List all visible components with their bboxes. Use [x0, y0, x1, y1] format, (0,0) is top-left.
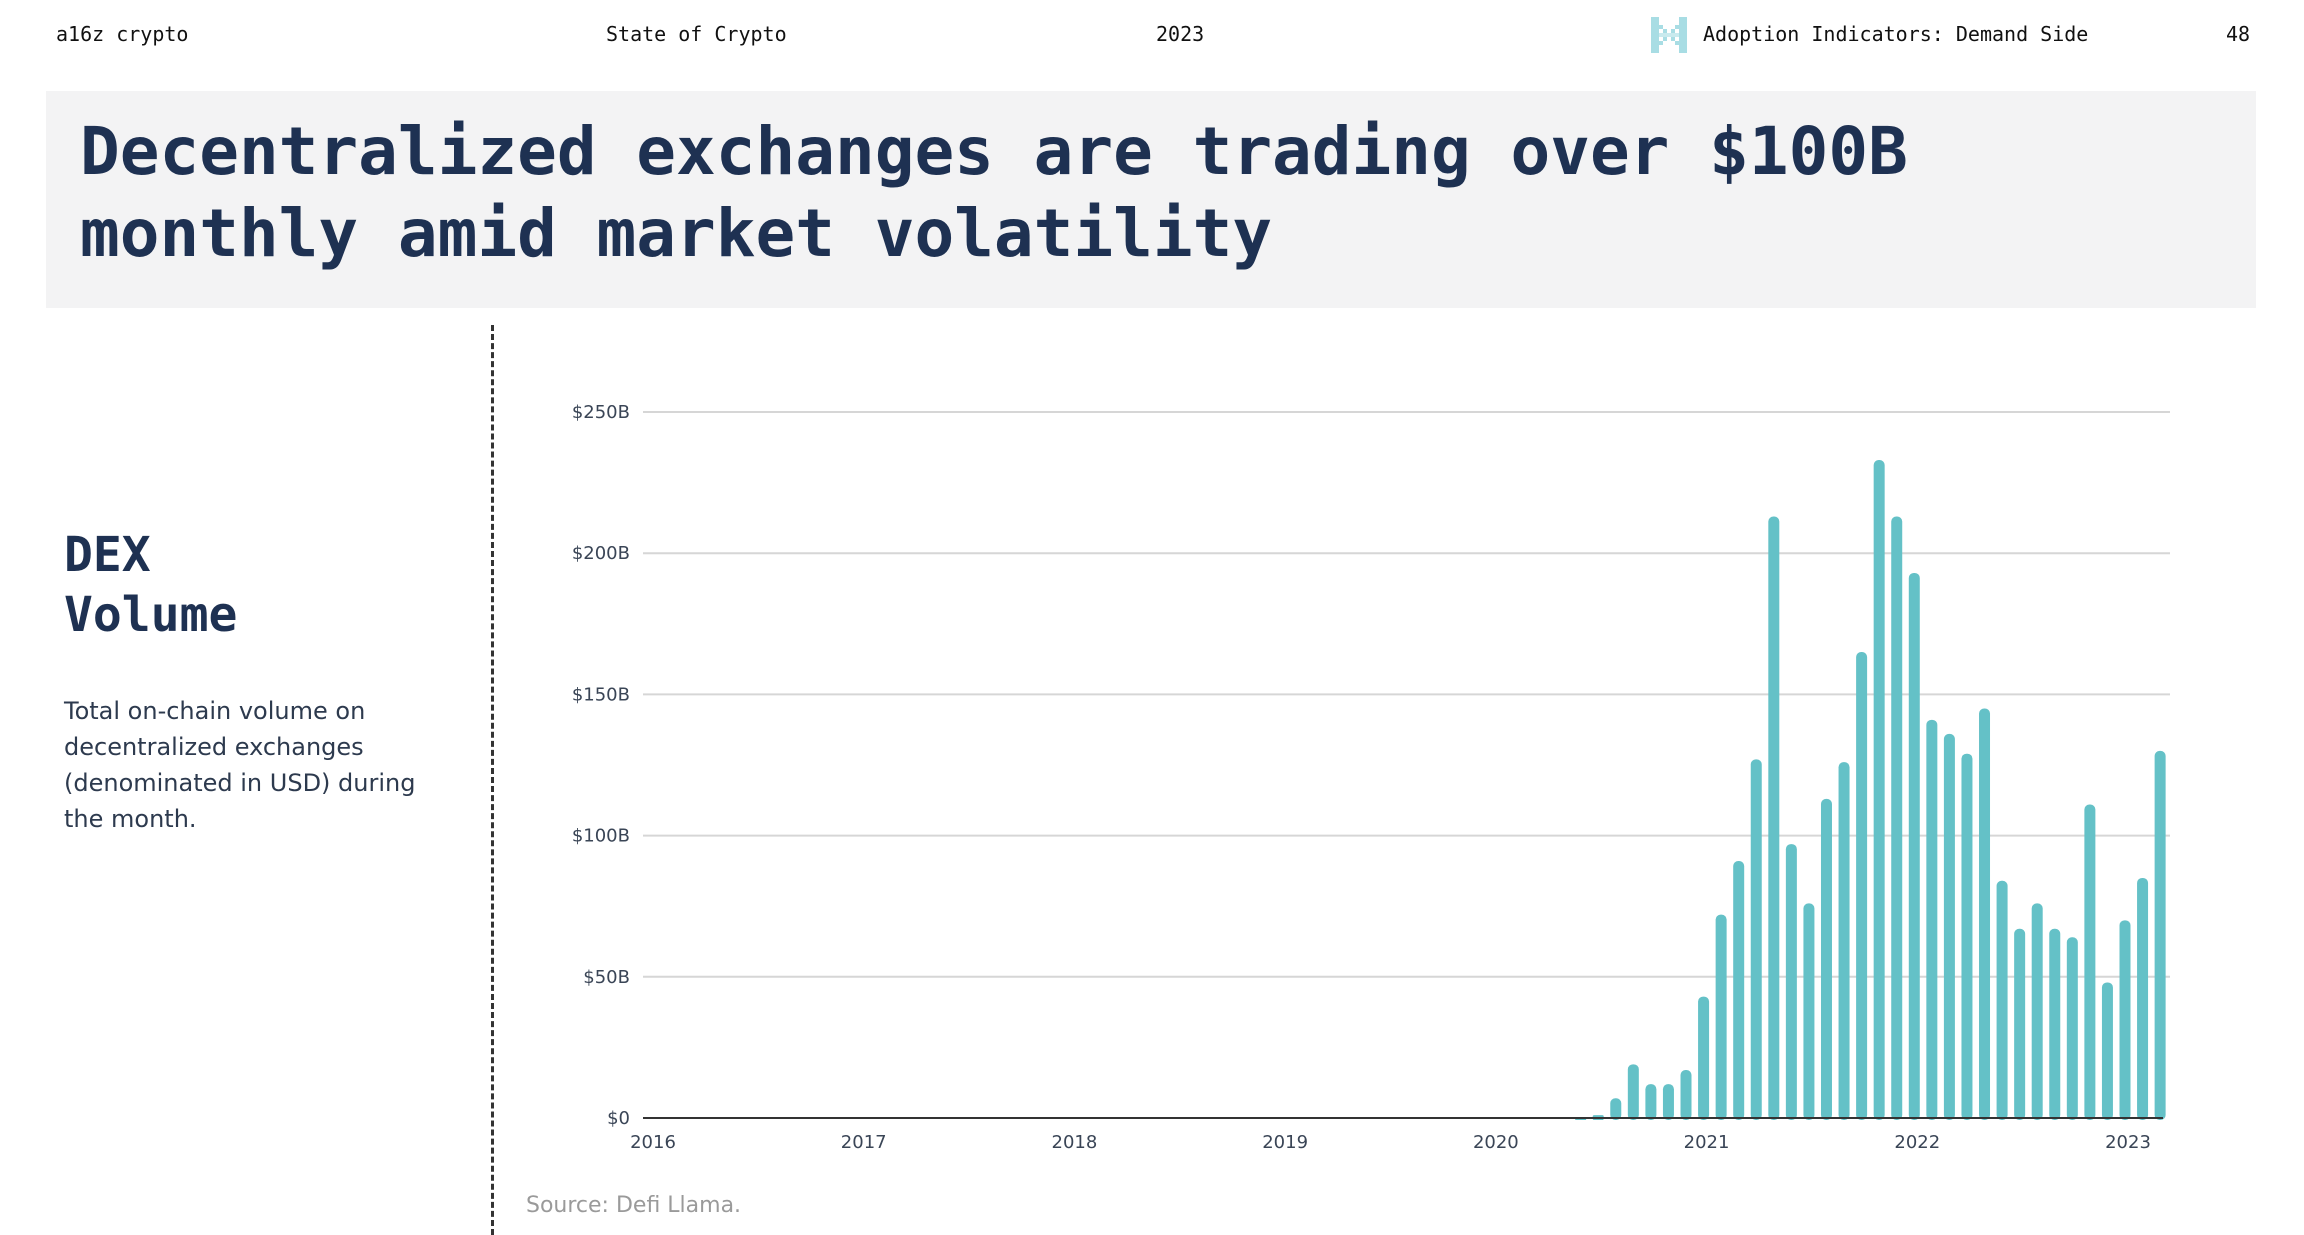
- bar-2022-11: [2084, 804, 2096, 1120]
- bar-2020-11: [1662, 1084, 1674, 1120]
- bar-2021-10: [1856, 652, 1868, 1120]
- x-tick-label: 2019: [1262, 1132, 1308, 1153]
- bar-2022-09: [2049, 928, 2061, 1120]
- bar-2022-12: [2101, 982, 2113, 1120]
- bar-2021-03: [1733, 861, 1745, 1120]
- section-label: Adoption Indicators: Demand Side: [1703, 22, 2089, 46]
- bar-2023-03: [2154, 750, 2166, 1120]
- bar-2021-02: [1715, 914, 1727, 1120]
- bar-2022-10: [2066, 937, 2078, 1120]
- x-tick-label: 2017: [841, 1132, 887, 1153]
- bar-2023-01: [2119, 920, 2131, 1120]
- bar-2022-06: [1996, 880, 2008, 1120]
- bar-2021-06: [1785, 844, 1797, 1120]
- x-tick-label: 2022: [1894, 1132, 1940, 1153]
- chart-title: DEX Volume: [64, 525, 237, 645]
- x-axis-ticks: 2016 2017 2018 2019 2020 2021 2022 2023: [630, 1132, 2151, 1153]
- bar-2021-01: [1698, 996, 1710, 1120]
- page-title-line-2: monthly amid market volatility: [80, 195, 1273, 272]
- gridlines: [643, 411, 2170, 978]
- bar-2020-09: [1627, 1064, 1639, 1120]
- chart-description: Total on-chain volume on decentralized e…: [64, 697, 416, 833]
- y-tick-label: $50B: [583, 967, 630, 988]
- bar-2022-04: [1961, 753, 1973, 1120]
- x-tick-label: 2020: [1473, 1132, 1519, 1153]
- y-tick-label: $150B: [572, 684, 630, 705]
- dashed-divider: [491, 325, 494, 1235]
- source-note: Source: Defi Llama.: [526, 1193, 742, 1218]
- bar-2021-07: [1803, 903, 1815, 1120]
- bar-2022-02: [1926, 719, 1938, 1120]
- x-tick-label: 2016: [630, 1132, 676, 1153]
- bar-2020-08: [1610, 1098, 1622, 1120]
- brand-label: a16z crypto: [56, 22, 189, 46]
- y-axis-ticks: $0 $50B $100B $150B $200B $250B: [572, 402, 630, 1129]
- a16z-pixel-logo-icon: [1651, 17, 1687, 53]
- y-tick-label: $100B: [572, 826, 630, 847]
- title-banner: Decentralized exchanges are trading over…: [46, 91, 2256, 308]
- x-tick-label: 2023: [2105, 1132, 2151, 1153]
- chart-title-line-2: Volume: [64, 587, 238, 643]
- page-title-line-1: Decentralized exchanges are trading over…: [80, 113, 1908, 190]
- bar-2021-08: [1820, 798, 1832, 1120]
- report-label: State of Crypto: [606, 22, 787, 46]
- bars: [1575, 460, 2166, 1120]
- bar-2020-10: [1645, 1084, 1657, 1120]
- y-tick-label: $250B: [572, 402, 630, 423]
- bar-2021-05: [1768, 516, 1780, 1120]
- y-tick-label: $200B: [572, 543, 630, 564]
- bar-2022-08: [2031, 903, 2043, 1120]
- bar-2021-04: [1750, 759, 1762, 1120]
- bar-2022-07: [2014, 928, 2026, 1120]
- bar-2022-03: [1943, 733, 1955, 1120]
- bar-2022-05: [1979, 708, 1991, 1120]
- bar-2021-09: [1838, 762, 1850, 1120]
- page-title: Decentralized exchanges are trading over…: [80, 111, 1908, 275]
- bar-2021-12: [1891, 516, 1903, 1120]
- bar-2023-02: [2137, 877, 2149, 1120]
- year-label: 2023: [1156, 22, 1205, 46]
- x-tick-label: 2021: [1684, 1132, 1730, 1153]
- page-number: 48: [2226, 22, 2251, 46]
- chart-title-line-1: DEX: [64, 527, 151, 583]
- y-tick-label: $0: [607, 1108, 630, 1129]
- bar-2022-01: [1908, 572, 1920, 1120]
- bar-2021-11: [1873, 460, 1885, 1120]
- bar-2020-12: [1680, 1069, 1692, 1120]
- x-tick-label: 2018: [1052, 1132, 1098, 1153]
